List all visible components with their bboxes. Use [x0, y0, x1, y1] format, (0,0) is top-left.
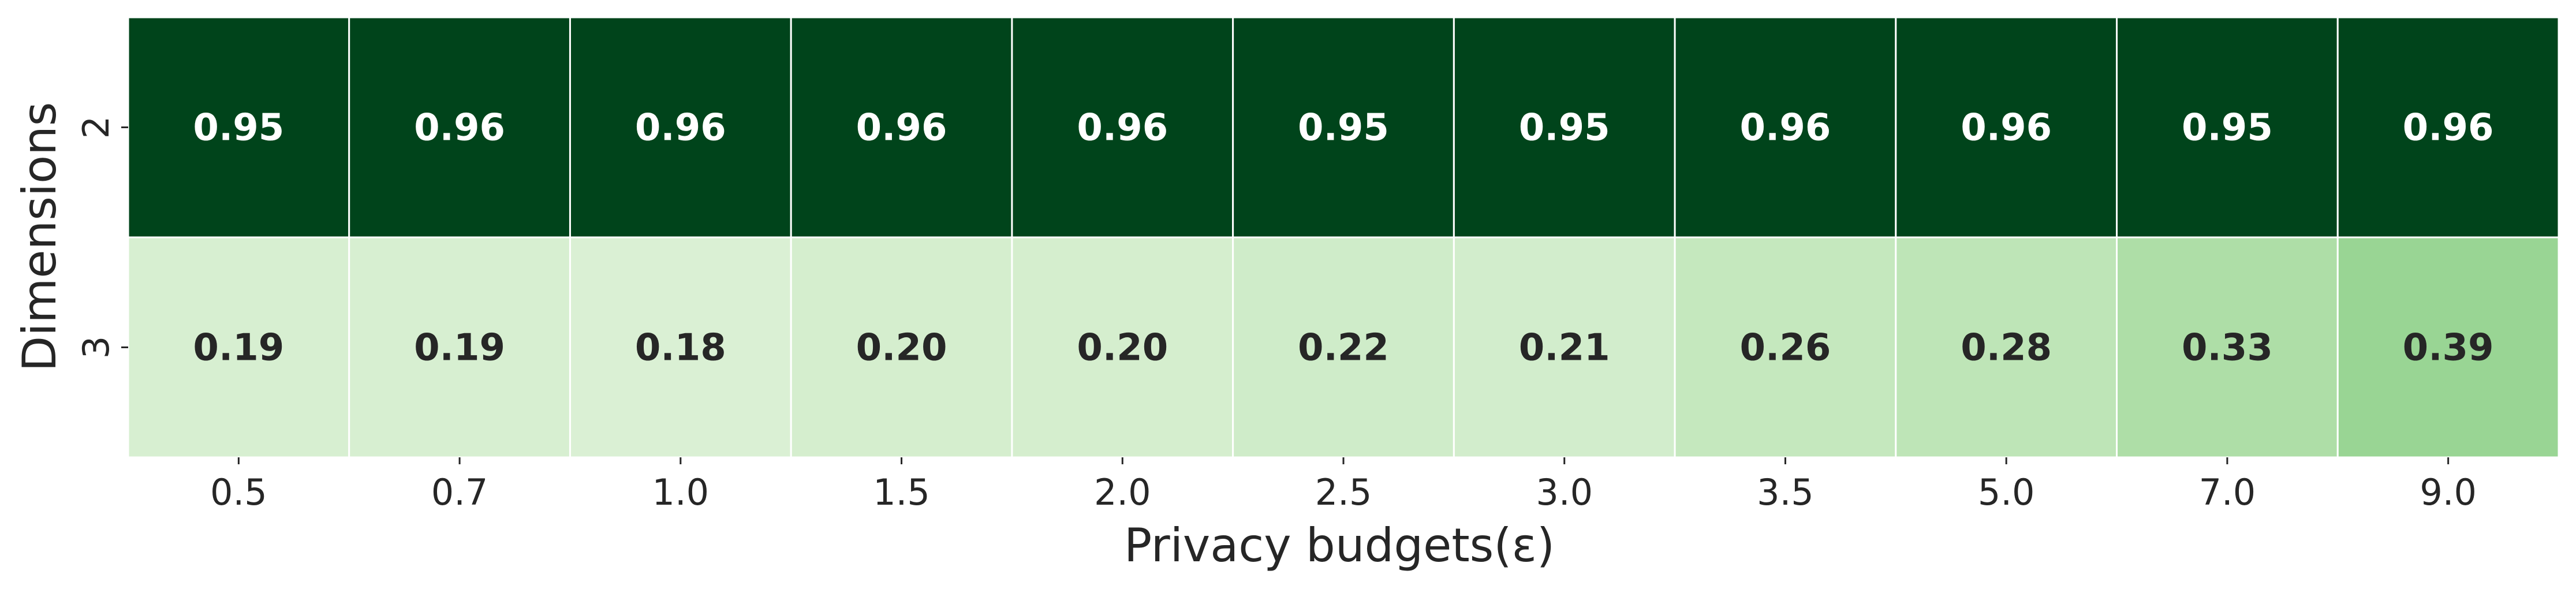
cell-value-label: 0.28: [1961, 327, 2052, 370]
x-tick-label: 1.0: [652, 471, 710, 513]
heatmap-cell: [1232, 236, 1455, 458]
heatmap-cell: [790, 16, 1013, 238]
x-tick-label: 2.5: [1315, 471, 1372, 513]
x-tick-label: 3.5: [1757, 471, 1814, 513]
cell-value-label: 0.96: [1740, 107, 1831, 150]
cell-value-label: 0.22: [1298, 327, 1389, 370]
y-tick-label: 3: [75, 336, 117, 359]
heatmap-cell: [1674, 236, 1897, 458]
heatmap-cell: [127, 16, 350, 238]
heatmap-cell: [2116, 16, 2339, 238]
cell-value-label: 0.18: [635, 327, 726, 370]
cell-value-label: 0.96: [2403, 107, 2494, 150]
heatmap-cell: [1895, 236, 2118, 458]
x-tick-label: 1.5: [873, 471, 930, 513]
heatmap-cell: [1011, 16, 1234, 238]
heatmap-cell: [2336, 236, 2560, 458]
cell-value-label: 0.96: [635, 107, 726, 150]
x-tick-label: 0.5: [210, 471, 267, 513]
x-axis-ticks: 0.5 0.7 1.0 1.5 2.0 2.5 3.0 3.5 5.0 7.0 9.0: [210, 457, 2477, 513]
cell-value-label: 0.33: [2182, 327, 2273, 370]
cell-value-label: 0.20: [856, 327, 947, 370]
cell-value-label: 0.19: [414, 327, 505, 370]
x-axis-label: Privacy budgets(ε): [1124, 519, 1555, 572]
y-tick-label: 2: [75, 116, 117, 139]
x-tick-label: 2.0: [1094, 471, 1151, 513]
heatmap-cell: [1453, 236, 1676, 458]
heatmap-cells: 0.95 0.96 0.96 0.96 0.96 0.95 0.95 0.96 0.96 0.95…: [127, 16, 2560, 458]
heatmap-cell: [127, 236, 350, 458]
cell-value-label: 0.95: [1519, 107, 1610, 150]
y-axis-ticks: 23: [75, 116, 128, 359]
cell-value-label: 0.95: [193, 107, 284, 150]
cell-value-label: 0.21: [1519, 327, 1610, 370]
heatmap-cell: [348, 16, 571, 238]
x-tick-label: 0.7: [431, 471, 488, 513]
heatmap-cell: [569, 16, 792, 238]
cell-value-label: 0.95: [1298, 107, 1389, 150]
heatmap-cell: [1674, 16, 1897, 238]
heatmap-cell: [569, 236, 792, 458]
heatmap-cell: [1232, 16, 1455, 238]
x-tick-label: 5.0: [1978, 471, 2035, 513]
cell-value-label: 0.19: [193, 327, 284, 370]
heatmap-cell: [1011, 236, 1234, 458]
x-tick-label: 9.0: [2420, 471, 2477, 513]
cell-value-label: 0.96: [1961, 107, 2052, 150]
x-tick-label: 3.0: [1536, 471, 1593, 513]
heatmap-cell: [2116, 236, 2339, 458]
cell-value-label: 0.95: [2182, 107, 2273, 150]
cell-value-label: 0.96: [1077, 107, 1168, 150]
cell-value-label: 0.96: [414, 107, 505, 150]
y-axis-label: Dimensions: [13, 102, 66, 372]
cell-value-label: 0.26: [1740, 327, 1831, 370]
heatmap-cell: [2336, 16, 2560, 238]
x-tick-label: 7.0: [2199, 471, 2256, 513]
cell-value-label: 0.20: [1077, 327, 1168, 370]
heatmap-cell: [348, 236, 571, 458]
heatmap-cell: [790, 236, 1013, 458]
cell-value-label: 0.39: [2403, 327, 2494, 370]
cell-value-label: 0.96: [856, 107, 947, 150]
